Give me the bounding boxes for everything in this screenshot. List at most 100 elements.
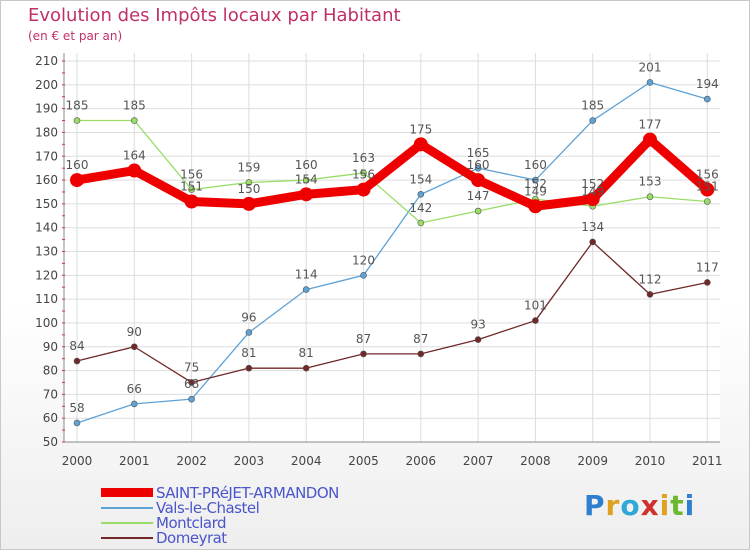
data-label: 185 <box>66 99 89 113</box>
data-point <box>73 419 81 427</box>
legend-label: Montclard <box>156 514 227 532</box>
legend-swatch <box>101 488 153 497</box>
data-label: 160 <box>295 158 318 172</box>
data-label: 152 <box>581 177 604 191</box>
data-point <box>131 117 138 124</box>
y-tick-label: 120 <box>35 268 58 282</box>
data-point <box>302 286 310 293</box>
data-point <box>703 198 711 205</box>
legend-swatch <box>101 537 153 539</box>
data-point <box>131 400 138 408</box>
data-point <box>528 199 543 214</box>
data-point <box>241 196 256 211</box>
data-point <box>474 336 482 343</box>
data-point <box>188 379 195 386</box>
data-label: 163 <box>352 151 375 165</box>
y-tick-label: 80 <box>43 364 58 378</box>
data-label: 150 <box>237 182 260 196</box>
data-point <box>703 279 711 286</box>
data-point <box>417 219 425 227</box>
legend-label: SAINT-PRéJET-ARMANDON <box>156 484 339 502</box>
x-tick-label: 2003 <box>234 454 265 468</box>
data-point <box>245 329 253 336</box>
y-tick-label: 60 <box>43 411 58 425</box>
data-point <box>646 193 654 201</box>
y-tick-label: 170 <box>35 149 58 163</box>
data-point <box>73 117 81 124</box>
data-label: 164 <box>123 149 146 163</box>
data-label: 84 <box>69 339 84 353</box>
data-point <box>532 176 539 184</box>
data-point <box>589 117 597 124</box>
data-label: 177 <box>639 118 662 132</box>
data-point <box>302 364 310 372</box>
x-tick-label: 2000 <box>62 454 93 468</box>
data-label: 81 <box>299 346 314 360</box>
series-line <box>76 119 708 224</box>
data-point <box>589 238 597 246</box>
data-label: 114 <box>295 268 318 282</box>
x-tick-label: 2009 <box>577 454 608 468</box>
data-point <box>360 169 367 177</box>
data-point <box>70 173 84 188</box>
data-point <box>127 163 142 178</box>
data-point <box>184 194 199 209</box>
data-point <box>532 317 539 324</box>
data-label: 194 <box>696 77 719 91</box>
y-tick-label: 180 <box>35 125 58 139</box>
data-label: 96 <box>241 310 256 324</box>
chart-title: Evolution des Impôts locaux par Habitant <box>28 5 401 26</box>
data-point <box>646 79 654 86</box>
data-label: 68 <box>184 377 199 391</box>
data-point <box>703 95 711 103</box>
plot-area <box>64 53 720 442</box>
y-tick-label: 160 <box>35 173 58 187</box>
legend-label: Domeyrat <box>156 529 227 547</box>
data-label: 154 <box>295 172 318 186</box>
data-label: 87 <box>413 332 428 346</box>
data-label: 81 <box>241 346 256 360</box>
data-point <box>299 187 314 202</box>
data-label: 117 <box>696 260 719 274</box>
data-label: 185 <box>581 99 604 113</box>
y-tick-label: 140 <box>35 221 58 235</box>
data-point <box>356 182 371 197</box>
data-point <box>131 343 138 351</box>
data-label: 66 <box>127 382 142 396</box>
data-label: 175 <box>409 122 432 136</box>
data-label: 75 <box>184 360 199 374</box>
data-point <box>585 192 600 207</box>
data-label: 160 <box>524 158 547 172</box>
data-label: 156 <box>180 168 203 182</box>
data-label: 149 <box>581 184 604 198</box>
data-label: 58 <box>69 401 84 415</box>
data-point <box>302 176 310 184</box>
data-point <box>188 186 195 193</box>
y-tick-label: 190 <box>35 102 58 116</box>
data-label: 149 <box>524 184 547 198</box>
data-point <box>73 357 81 365</box>
data-label: 160 <box>66 158 89 172</box>
proxiti-logo: Proxiti <box>584 489 696 522</box>
x-tick-label: 2006 <box>406 454 437 468</box>
legend-swatch <box>101 507 153 509</box>
data-label: 165 <box>467 146 490 160</box>
y-tick-label: 210 <box>35 54 58 68</box>
data-label: 87 <box>356 332 371 346</box>
data-point <box>360 272 367 279</box>
data-point <box>471 173 486 188</box>
data-label: 151 <box>180 179 203 193</box>
data-label: 147 <box>467 189 490 203</box>
series-line <box>72 135 712 211</box>
data-label: 134 <box>581 220 604 234</box>
data-label: 152 <box>524 177 547 191</box>
data-label: 112 <box>639 272 662 286</box>
data-label: 153 <box>639 175 662 189</box>
data-point <box>700 182 715 197</box>
y-tick-label: 150 <box>35 197 58 211</box>
data-point <box>643 132 657 147</box>
data-point <box>474 164 482 172</box>
y-tick-label: 50 <box>43 435 58 449</box>
